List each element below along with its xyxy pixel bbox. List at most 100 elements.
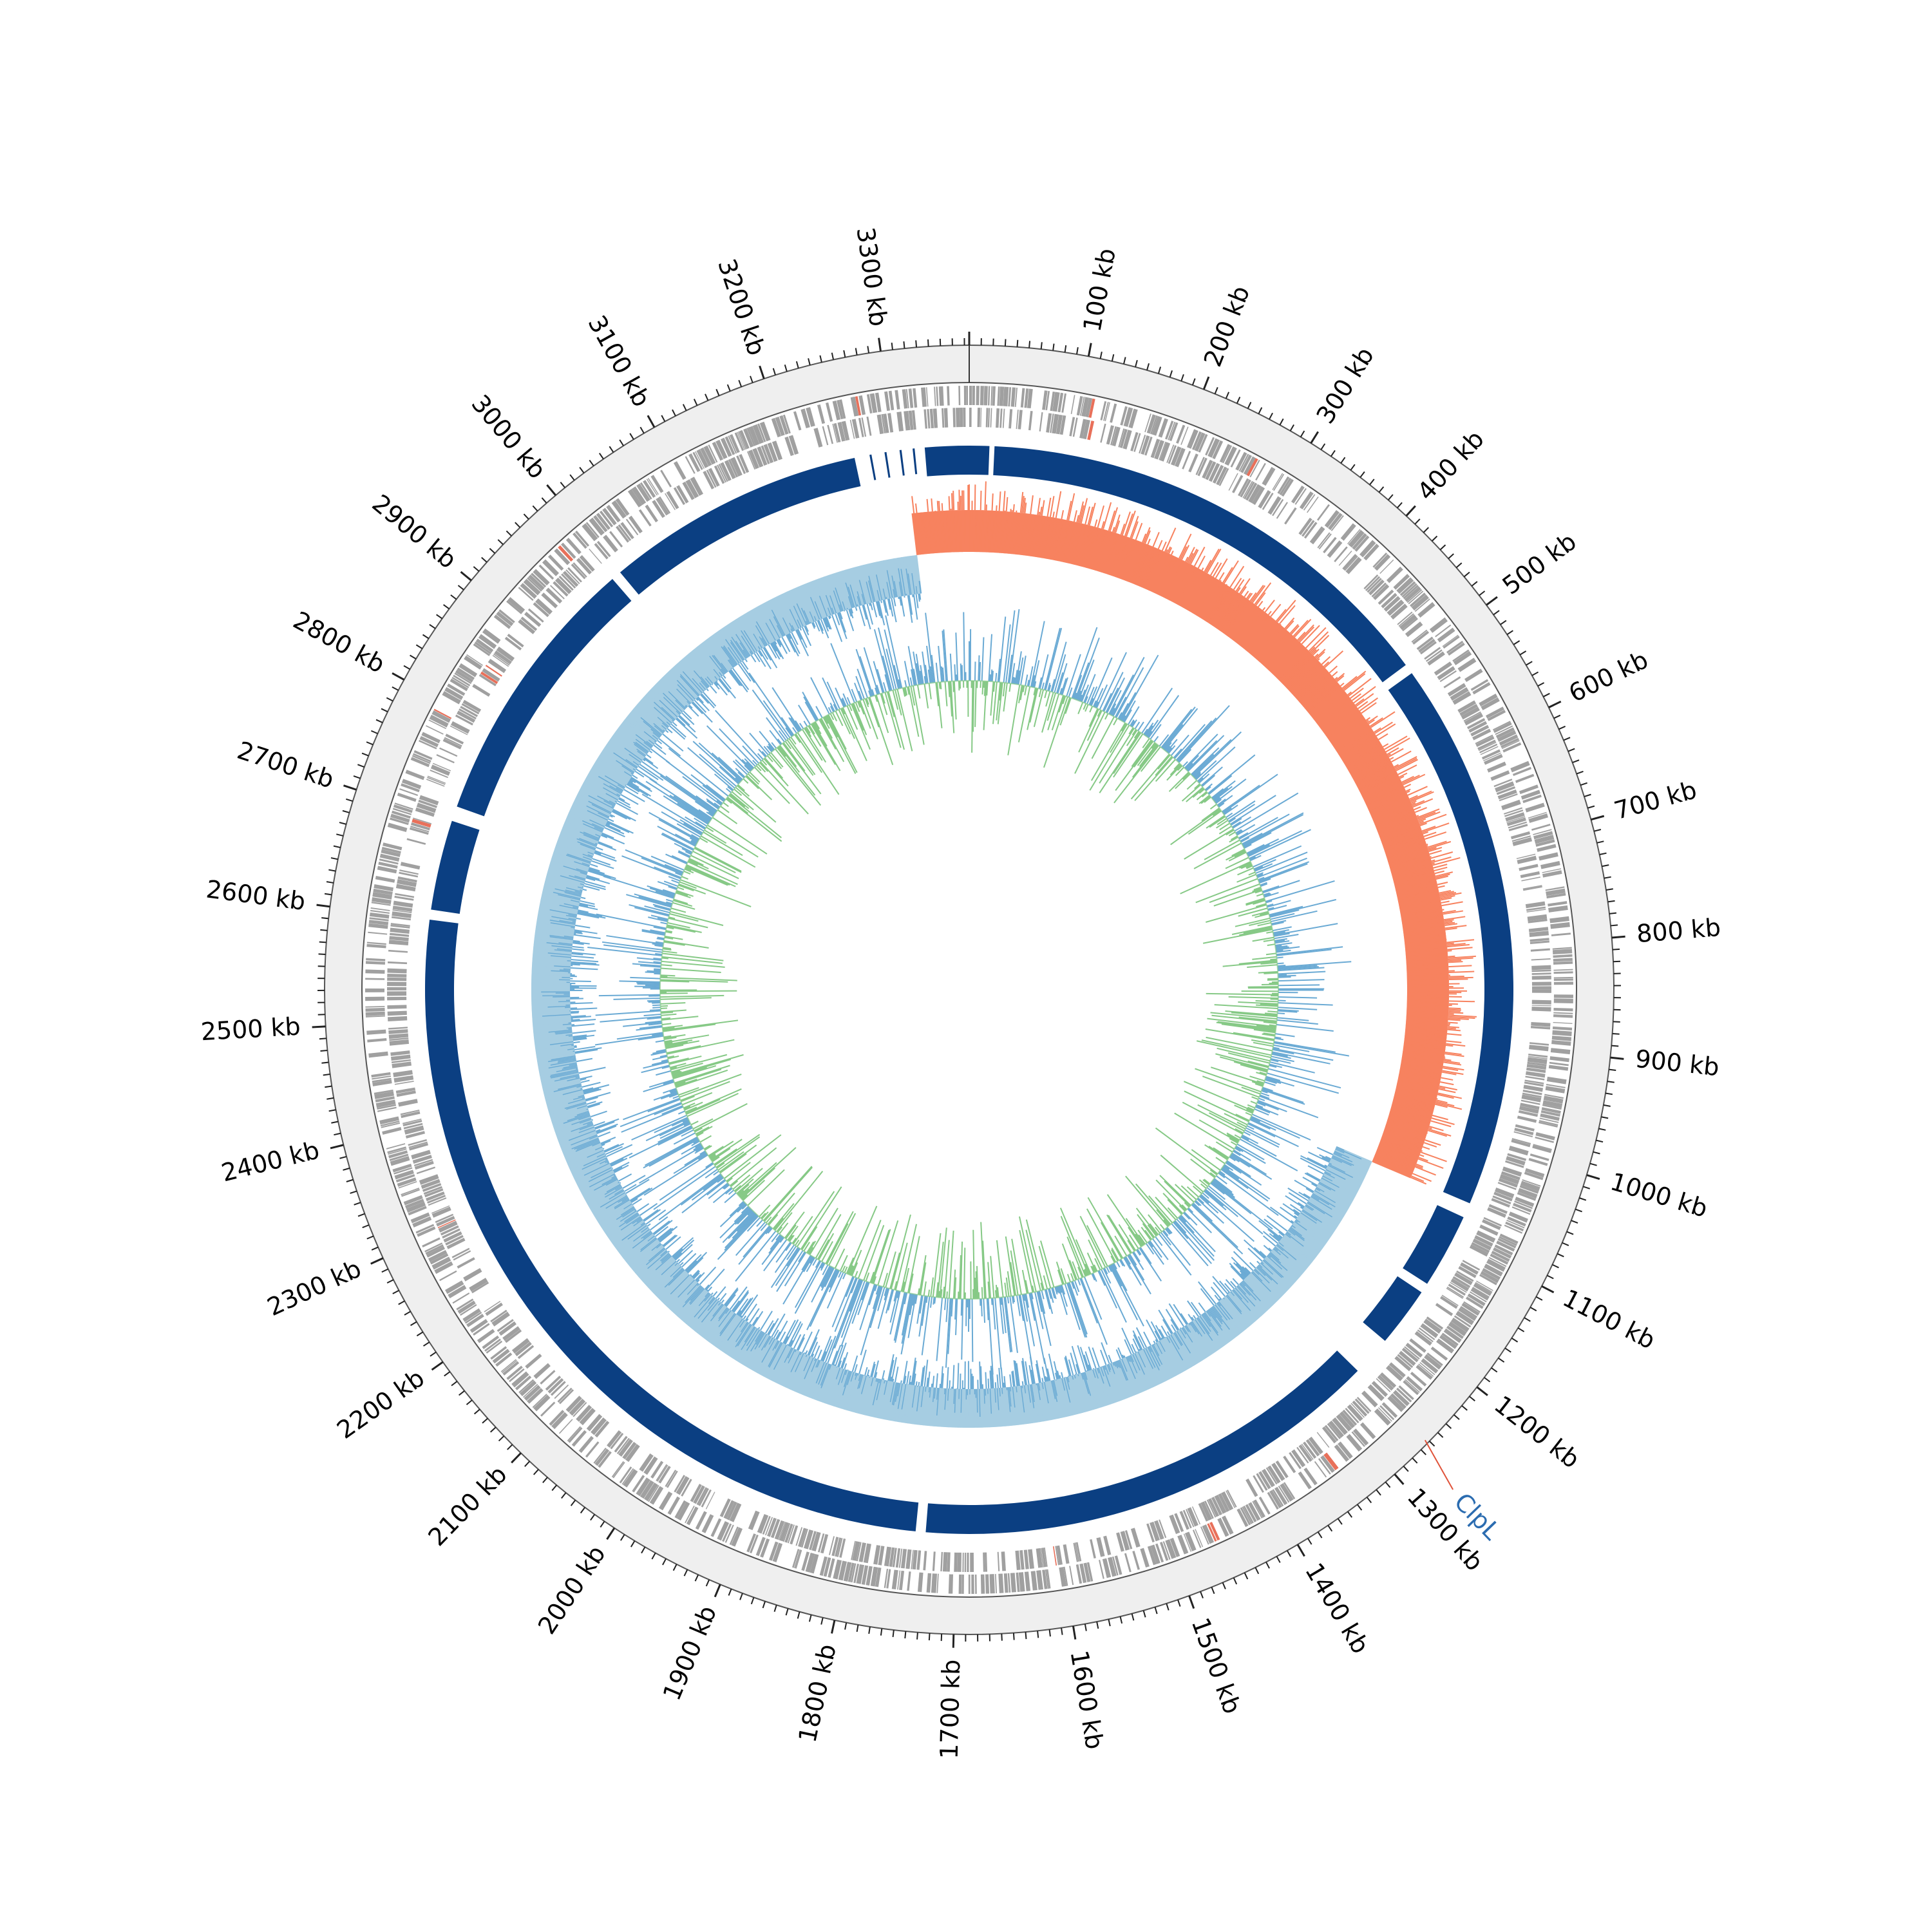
gc-skew-spike xyxy=(1181,1327,1187,1335)
gene-feature xyxy=(388,1150,408,1159)
gene-feature xyxy=(471,1282,489,1294)
gc-skew-spike xyxy=(1069,520,1072,528)
gene-feature xyxy=(1528,813,1548,823)
gc-skew-bar xyxy=(992,511,998,553)
gc-skew-spike xyxy=(1353,686,1376,704)
gc-skew-bar xyxy=(1038,516,1047,558)
minor-tick xyxy=(1040,342,1043,350)
gene-feature xyxy=(1318,533,1332,550)
gene-feature xyxy=(504,1329,522,1343)
gene-feature xyxy=(457,1257,475,1269)
gene-feature xyxy=(1520,871,1540,878)
gc-skew-spike xyxy=(1153,1343,1155,1345)
gene-feature xyxy=(426,725,444,735)
gene-feature xyxy=(961,1574,964,1594)
gene-feature xyxy=(1217,1517,1229,1537)
gc-skew-spike xyxy=(1287,1229,1296,1236)
minor-tick xyxy=(1506,630,1513,636)
gc-skew-bar xyxy=(989,510,994,553)
gc-skew-bar xyxy=(1166,561,1187,600)
gc-skew-bar xyxy=(1363,780,1402,800)
gc-skew-bar xyxy=(1057,1379,1068,1417)
gc-skew-spike xyxy=(1137,1351,1146,1368)
gene-feature xyxy=(1249,459,1260,478)
gc-skew-spike xyxy=(1424,885,1438,890)
gc-skew-bar xyxy=(1325,711,1361,737)
gc-skew-bar xyxy=(1034,515,1043,558)
gc-skew-spike xyxy=(1303,1193,1311,1198)
gc-skew-spike xyxy=(1331,687,1342,696)
gc-skew-spike xyxy=(1435,1030,1448,1034)
gene-feature xyxy=(748,1510,760,1531)
minor-tick xyxy=(1222,1582,1226,1589)
gene-feature xyxy=(1506,816,1526,823)
gc-skew-bar xyxy=(1396,884,1438,895)
gc-skew-spike xyxy=(1420,1039,1446,1043)
gc-skew-bar xyxy=(1285,1231,1318,1256)
gc-skew-bar xyxy=(1054,1379,1064,1418)
gc-skew-bar xyxy=(1405,1025,1448,1031)
minor-tick xyxy=(1269,412,1273,420)
gene-feature xyxy=(1455,1311,1475,1325)
gc-skew-bar xyxy=(1161,1338,1182,1374)
gc-skew-spike xyxy=(610,1158,624,1166)
gc-skew-spike xyxy=(1198,1315,1211,1332)
gc-skew-bar xyxy=(1394,876,1436,889)
gc-skew-spike xyxy=(1159,1329,1165,1339)
gc-skew-bar xyxy=(1321,705,1357,732)
gc-skew-spike xyxy=(1432,857,1461,866)
gc-skew-spike xyxy=(1311,1195,1320,1201)
gene-feature xyxy=(724,460,736,480)
gc-skew-spike xyxy=(1077,1345,1086,1372)
gc-skew-spike xyxy=(1321,673,1331,683)
gene-feature xyxy=(436,753,455,764)
gene-feature xyxy=(1527,1057,1548,1065)
gene-feature xyxy=(1524,1079,1544,1084)
gene-feature xyxy=(1374,554,1391,571)
gc-skew-spike xyxy=(1164,527,1177,553)
gc-skew-spike xyxy=(1185,1325,1191,1333)
minor-tick xyxy=(429,623,436,629)
gc-skew-bar xyxy=(1387,846,1428,861)
gene-feature xyxy=(1553,961,1573,965)
gc-skew-spike xyxy=(1421,858,1432,864)
gene-feature xyxy=(1146,1523,1155,1543)
gc-skew-spike xyxy=(1388,772,1398,779)
gc-skew-spike xyxy=(1139,542,1142,545)
gene-feature xyxy=(739,430,750,450)
gc-skew-spike xyxy=(1358,701,1368,710)
gc-skew-spike xyxy=(1410,790,1432,801)
gc-skew-spike xyxy=(1026,513,1028,523)
minor-tick xyxy=(415,644,423,650)
gene-feature xyxy=(515,1375,532,1390)
gc-skew-bar xyxy=(1244,1277,1273,1307)
gene-feature xyxy=(1074,1542,1080,1562)
gc-skew-bar xyxy=(1315,1188,1350,1209)
gc-skew-spike xyxy=(1110,1363,1115,1374)
gene-feature xyxy=(1524,1081,1544,1087)
gene-feature xyxy=(1512,837,1533,846)
gene-feature xyxy=(1551,1040,1571,1046)
gene-feature xyxy=(1008,387,1012,407)
gc-skew-bar xyxy=(1088,1370,1102,1408)
gene-feature xyxy=(1298,1444,1312,1463)
gene-feature xyxy=(1447,683,1466,697)
gene-feature xyxy=(820,1533,829,1554)
gene-feature xyxy=(997,386,1000,406)
gene-feature xyxy=(726,1501,737,1520)
gene-feature xyxy=(1527,1061,1547,1066)
minor-tick xyxy=(523,513,529,520)
gc-skew-spike xyxy=(1314,653,1319,658)
gene-feature xyxy=(419,1174,439,1185)
gc-skew-spike xyxy=(1419,866,1434,871)
gene-feature xyxy=(1267,496,1282,515)
gene-feature xyxy=(421,1179,440,1189)
gene-feature xyxy=(1024,388,1029,408)
gene-feature xyxy=(365,996,385,1001)
gene-feature xyxy=(409,1142,428,1151)
gc-skew-bar xyxy=(1068,1376,1081,1414)
gc-skew-spike xyxy=(1114,1361,1119,1369)
gc-skew-bar xyxy=(1383,1130,1424,1145)
gc-skew-spike xyxy=(1401,795,1409,800)
gc-skew-spike xyxy=(1417,1102,1435,1108)
